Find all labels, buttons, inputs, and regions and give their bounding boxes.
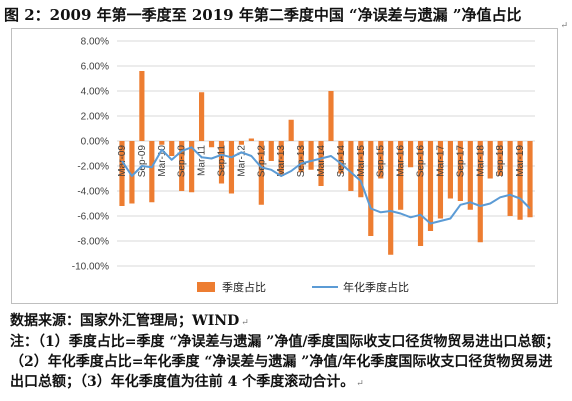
x-tick-label: Mar-14 <box>316 145 327 177</box>
x-tick-label: Sep-15 <box>376 145 387 178</box>
x-tick-label: Mar-09 <box>117 145 128 177</box>
chart-frame: 8.00% 6.00% 4.00% 2.00% 0.00% -2.00% -4.00% -6.… <box>11 28 558 304</box>
legend-swatch-bar <box>197 282 215 292</box>
bar <box>417 141 424 246</box>
bar <box>248 138 254 141</box>
chart-svg: 8.00% 6.00% 4.00% 2.00% 0.00% -2.00% -4.00% -6.… <box>72 37 535 294</box>
y-tick-label: 4.00% <box>81 87 109 98</box>
x-tick-label: Sep-09 <box>137 145 148 178</box>
bar <box>368 141 374 236</box>
x-tick-label: Sep-13 <box>296 145 307 178</box>
x-tick-label: Mar-11 <box>197 145 208 176</box>
legend-label: 季度占比 <box>222 280 266 294</box>
bar <box>427 141 434 231</box>
y-tick-label: -8.00% <box>77 237 109 248</box>
bar <box>278 141 284 175</box>
bar <box>268 141 274 161</box>
bar <box>258 141 264 205</box>
bar <box>169 141 175 156</box>
bar <box>527 141 533 218</box>
paragraph-mark-icon: ↵ <box>241 318 249 328</box>
bar <box>348 141 354 191</box>
bar <box>139 71 145 141</box>
paragraph-mark-icon: ↵ <box>356 379 364 389</box>
x-tick-label: Sep-14 <box>336 145 347 178</box>
bar <box>517 141 523 220</box>
bar <box>228 141 235 194</box>
bar <box>507 141 513 216</box>
bar <box>218 141 225 184</box>
y-tick-label: 2.00% <box>81 112 109 123</box>
bar <box>199 92 205 141</box>
bar <box>288 119 294 141</box>
y-tick-label: -2.00% <box>77 162 109 173</box>
x-tick-label: Mar-10 <box>157 145 168 177</box>
bar <box>149 141 155 203</box>
bar <box>477 141 483 243</box>
figure-notes: 注：（1）季度占比=季度 “净误差与遗漏 ”净值/季度国际收支口径货物贸易进出口… <box>10 332 562 394</box>
x-tick-label: Mar-17 <box>435 145 446 177</box>
bar <box>398 141 404 210</box>
bar <box>328 91 334 141</box>
bar <box>318 141 324 186</box>
legend-label: 年化季度占比 <box>343 280 409 294</box>
y-tick-label: 0.00% <box>81 137 109 148</box>
bar <box>238 141 244 145</box>
bar <box>159 141 165 145</box>
y-tick-label: -10.00% <box>72 262 109 273</box>
x-tick-label: Mar-19 <box>515 145 526 177</box>
y-tick-label: -6.00% <box>77 212 109 223</box>
y-tick-label: 8.00% <box>81 37 109 48</box>
bar <box>388 141 394 255</box>
x-tick-label: Mar-13 <box>276 145 287 177</box>
bar <box>467 141 473 210</box>
x-tick-label: Mar-16 <box>396 145 407 177</box>
bar <box>129 141 135 204</box>
series-line <box>121 146 531 225</box>
bar <box>358 141 364 198</box>
bar <box>189 141 195 193</box>
bar <box>378 141 384 179</box>
bar <box>119 141 125 206</box>
x-tick-label: Sep-17 <box>455 145 466 178</box>
paragraph-mark-icon: ↵ <box>560 21 568 31</box>
figure-title: 图 2：2009 年第一季度至 2019 年第二季度中国 “净误差与遗漏 ”净值… <box>4 4 568 31</box>
bar <box>338 141 344 174</box>
bar <box>447 141 453 199</box>
bar <box>298 141 304 173</box>
data-source: 数据来源：国家外汇管理局；WIND ↵ <box>10 310 249 330</box>
bar <box>457 141 463 201</box>
x-tick-label: Mar-18 <box>475 145 486 177</box>
x-tick-label: Mar-15 <box>356 145 367 177</box>
bar <box>497 141 503 176</box>
x-tick-label: Sep-12 <box>256 145 267 178</box>
bar <box>437 141 444 219</box>
bar <box>208 141 215 148</box>
bar <box>408 141 414 168</box>
y-tick-label: -4.00% <box>77 187 109 198</box>
bar <box>308 141 314 170</box>
data-source-text: 数据来源：国家外汇管理局；WIND <box>10 313 240 329</box>
x-tick-label: Sep-11 <box>217 145 228 177</box>
y-tick-label: 6.00% <box>81 62 109 73</box>
x-tick-label: Mar-12 <box>236 145 247 177</box>
x-tick-label: Sep-16 <box>416 145 427 178</box>
bar <box>179 141 185 191</box>
figure-title-text: 图 2：2009 年第一季度至 2019 年第二季度中国 “净误差与遗漏 ”净值… <box>4 6 522 24</box>
x-tick-label: Sep-10 <box>177 145 188 178</box>
x-tick-label: Sep-18 <box>495 145 506 178</box>
bar <box>487 141 493 179</box>
figure-notes-text: 注：（1）季度占比=季度 “净误差与遗漏 ”净值/季度国际收支口径货物贸易进出口… <box>10 334 560 390</box>
